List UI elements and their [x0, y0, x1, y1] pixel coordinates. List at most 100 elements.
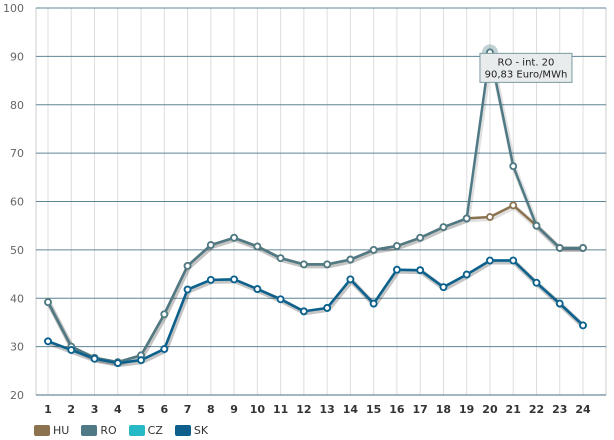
- data-point-sk[interactable]: [346, 275, 355, 284]
- data-point-ro[interactable]: [44, 298, 52, 307]
- x-tick-label: 8: [207, 403, 215, 416]
- data-point-sk[interactable]: [90, 354, 99, 363]
- y-tick-label: 80: [10, 99, 24, 112]
- data-point-sk[interactable]: [137, 356, 145, 365]
- y-tick-label: 30: [10, 341, 24, 354]
- x-tick-label: 14: [343, 403, 359, 416]
- data-point-sk[interactable]: [369, 299, 378, 308]
- x-axis-ticks: 1 2 3 4 5 6 7 8 9 10 11 12 13 14 15 16 17 18 19 20 21 22 23 24: [44, 403, 591, 416]
- x-tick-label: 19: [459, 403, 474, 416]
- series-lines: [46, 51, 586, 368]
- data-point-ro[interactable]: [439, 223, 448, 232]
- y-tick-label: 20: [10, 389, 24, 402]
- x-tick-label: 21: [506, 403, 521, 416]
- data-point-sk[interactable]: [579, 321, 587, 330]
- grid: [35, 7, 607, 396]
- legend-swatch-hu: [34, 424, 50, 436]
- data-point-sk[interactable]: [509, 256, 518, 265]
- data-point-ro[interactable]: [509, 162, 518, 171]
- data-point-ro[interactable]: [555, 244, 564, 252]
- data-point-hu[interactable]: [509, 201, 518, 210]
- data-point-sk[interactable]: [160, 345, 169, 353]
- x-tick-label: 4: [114, 403, 122, 416]
- data-point-sk[interactable]: [462, 270, 471, 279]
- legend-swatch-cz: [128, 424, 145, 436]
- y-tick-label: 70: [10, 147, 24, 160]
- legend-item-cz[interactable]: CZ: [128, 423, 163, 437]
- y-tick-label: 40: [10, 292, 24, 305]
- x-tick-label: 5: [137, 403, 145, 416]
- data-point-ro[interactable]: [276, 254, 285, 262]
- data-point-sk[interactable]: [555, 299, 564, 308]
- tooltip: RO - int. 20 90,83 Euro/MWh: [479, 52, 573, 83]
- data-point-ro[interactable]: [323, 260, 332, 269]
- x-tick-label: 2: [67, 403, 75, 416]
- data-point-ro[interactable]: [369, 245, 378, 254]
- tooltip-value: 90,83 Euro/MWh: [485, 69, 568, 80]
- data-point-sk[interactable]: [299, 307, 308, 316]
- x-tick-label: 24: [575, 403, 591, 416]
- data-point-sk[interactable]: [439, 283, 448, 292]
- data-point-ro[interactable]: [393, 242, 401, 250]
- data-point-sk[interactable]: [532, 278, 541, 287]
- series-points[interactable]: [44, 44, 587, 367]
- data-point-ro[interactable]: [160, 310, 169, 319]
- legend-label-ro: RO: [100, 423, 117, 437]
- x-tick-label: 17: [413, 403, 428, 416]
- legend: HU RO CZ SK: [34, 422, 208, 438]
- data-point-sk[interactable]: [276, 295, 285, 304]
- data-point-sk[interactable]: [253, 285, 262, 293]
- data-point-sk[interactable]: [206, 275, 215, 284]
- data-point-ro[interactable]: [206, 241, 215, 249]
- data-point-ro[interactable]: [532, 221, 541, 230]
- x-tick-label: 9: [230, 403, 238, 416]
- data-point-sk[interactable]: [230, 275, 238, 284]
- legend-label-cz: CZ: [147, 423, 163, 437]
- x-tick-label: 7: [184, 403, 192, 416]
- data-point-ro[interactable]: [253, 242, 262, 251]
- data-point-ro[interactable]: [416, 233, 425, 242]
- x-tick-label: 16: [389, 403, 405, 416]
- data-point-sk[interactable]: [416, 266, 425, 275]
- legend-label-hu: HU: [53, 423, 70, 437]
- series-line-ro: [46, 51, 583, 364]
- series-shadow-sk: [48, 259, 586, 368]
- legend-item-ro[interactable]: RO: [81, 423, 117, 437]
- series-shadow-hu: [46, 204, 584, 367]
- y-axis-ticks: 20 30 40 50 60 70 80 90 100: [3, 2, 24, 402]
- data-point-sk[interactable]: [113, 359, 122, 367]
- data-point-hu[interactable]: [486, 213, 494, 221]
- data-point-ro[interactable]: [230, 233, 238, 242]
- data-point-sk[interactable]: [44, 337, 52, 346]
- series-line-hu: [46, 204, 583, 364]
- data-point-ro[interactable]: [183, 261, 192, 270]
- y-tick-label: 60: [10, 196, 24, 209]
- x-tick-label: 10: [250, 403, 266, 416]
- x-tick-label: 6: [160, 403, 168, 416]
- x-tick-label: 3: [91, 403, 99, 416]
- x-tick-label: 1: [44, 403, 52, 416]
- data-point-sk[interactable]: [67, 346, 76, 354]
- x-tick-label: 20: [482, 403, 498, 416]
- legend-swatch-ro: [81, 424, 98, 436]
- data-point-sk[interactable]: [393, 265, 401, 274]
- x-tick-label: 13: [319, 403, 334, 416]
- x-tick-label: 11: [273, 403, 288, 416]
- data-point-ro[interactable]: [462, 214, 471, 223]
- data-point-sk[interactable]: [323, 304, 332, 312]
- data-point-ro[interactable]: [579, 244, 587, 252]
- y-tick-label: 100: [3, 2, 24, 15]
- data-point-sk[interactable]: [486, 256, 494, 265]
- legend-item-sk[interactable]: SK: [174, 423, 209, 437]
- x-tick-label: 12: [296, 403, 311, 416]
- data-point-ro[interactable]: [299, 260, 308, 269]
- data-point-sk[interactable]: [183, 285, 192, 294]
- data-point-ro[interactable]: [346, 255, 355, 264]
- y-tick-label: 90: [10, 50, 24, 63]
- legend-label-sk: SK: [193, 423, 209, 437]
- x-tick-label: 22: [529, 403, 544, 416]
- x-tick-label: 18: [436, 403, 451, 416]
- legend-item-hu[interactable]: HU: [34, 424, 69, 437]
